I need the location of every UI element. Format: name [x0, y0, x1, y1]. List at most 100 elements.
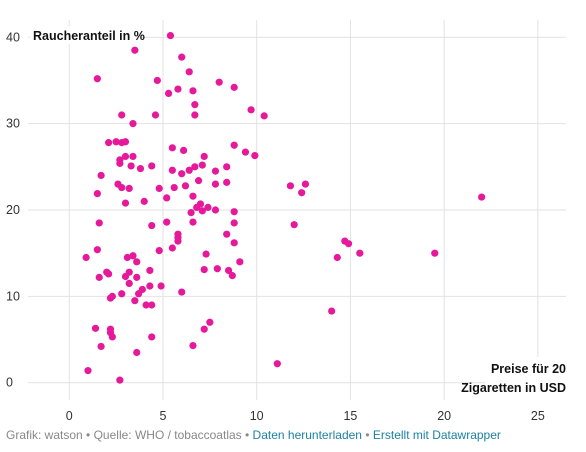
x-axis-label-line-1: Preise für 20 [491, 362, 566, 376]
data-point [189, 192, 197, 200]
data-point [344, 240, 353, 248]
data-point [251, 151, 259, 160]
data-points [82, 31, 486, 384]
y-axis-label: Raucheranteil in % [33, 29, 145, 43]
data-point [121, 138, 130, 146]
data-point [174, 230, 182, 238]
data-point [97, 342, 105, 351]
data-point [230, 83, 238, 91]
data-point [193, 203, 201, 212]
data-point [189, 218, 197, 226]
data-point [236, 258, 244, 266]
data-point [189, 87, 197, 95]
data-point [228, 272, 236, 280]
axis-labels: Raucheranteil in % Preise für 20 Zigaret… [30, 26, 569, 401]
data-point [213, 265, 221, 273]
data-point [200, 325, 208, 333]
data-point [136, 164, 145, 173]
data-point [168, 144, 176, 152]
data-point [200, 265, 208, 274]
data-point [230, 219, 238, 227]
data-point [114, 180, 122, 188]
download-data-link[interactable]: Daten herunterladen [252, 428, 362, 442]
data-point [155, 184, 163, 193]
data-point [155, 246, 163, 255]
x-tick-label: 5 [159, 409, 166, 423]
data-point [191, 163, 199, 171]
data-point [178, 288, 186, 296]
x-tick-label: 15 [343, 409, 357, 423]
data-point [129, 152, 137, 161]
data-point [146, 266, 154, 275]
data-point [138, 285, 146, 294]
data-point [181, 182, 190, 190]
data-point [148, 333, 156, 341]
data-point [148, 162, 156, 170]
data-point [194, 177, 203, 185]
data-point [211, 167, 220, 175]
data-point [178, 170, 186, 178]
data-point [215, 78, 223, 86]
data-point [82, 253, 90, 262]
x-axis-label-line-2: Zigaretten in USD [461, 381, 566, 395]
data-point [118, 111, 126, 119]
chart-footer: Grafik: watson • Quelle: WHO / tobaccoat… [6, 428, 501, 442]
data-point [328, 307, 336, 315]
data-point [108, 333, 116, 341]
data-point [142, 301, 150, 309]
data-point [95, 273, 103, 281]
data-point [356, 249, 364, 257]
data-point [290, 221, 298, 229]
data-point [153, 76, 161, 85]
data-point [125, 184, 133, 193]
data-point [163, 218, 171, 226]
x-tick-label: 0 [66, 409, 73, 423]
data-point [118, 290, 126, 298]
data-point [106, 325, 115, 333]
data-point [121, 152, 130, 161]
data-point [148, 301, 156, 309]
x-tick-label: 10 [250, 409, 264, 423]
data-point [230, 141, 238, 149]
data-point [189, 341, 197, 350]
data-point [168, 166, 176, 174]
data-point [91, 324, 100, 332]
data-point [131, 46, 139, 54]
y-axis-label-background [30, 26, 140, 44]
data-point [125, 279, 133, 288]
data-point [431, 249, 439, 257]
data-point [146, 282, 154, 290]
data-point [230, 208, 238, 216]
data-point [133, 348, 141, 357]
data-point [230, 239, 238, 247]
data-point [108, 292, 116, 300]
data-point [333, 253, 341, 262]
data-point [84, 367, 92, 375]
data-point [301, 180, 310, 188]
x-tick-label: 25 [531, 409, 545, 423]
y-tick-label: 10 [6, 289, 20, 303]
data-point [127, 162, 135, 170]
footer-credit: Grafik: watson [6, 428, 83, 442]
data-point [116, 156, 124, 164]
data-point [241, 148, 250, 156]
footer-source: Quelle: WHO / tobaccoatlas [93, 428, 242, 442]
data-point [200, 152, 208, 161]
data-point [273, 360, 281, 368]
data-point [298, 189, 306, 197]
data-point [129, 120, 137, 128]
data-point [148, 221, 156, 230]
data-point [198, 207, 206, 215]
y-tick-label: 20 [6, 203, 20, 217]
data-point [478, 193, 486, 201]
footer-separator: • [365, 428, 370, 442]
data-point [95, 219, 103, 227]
datawrapper-link[interactable]: Erstellt mit Datawrapper [372, 428, 501, 442]
data-point [174, 85, 182, 93]
data-point [191, 111, 199, 119]
data-point [168, 244, 176, 252]
footer-separator: • [245, 428, 250, 442]
data-point [116, 376, 124, 384]
data-point [163, 194, 171, 202]
